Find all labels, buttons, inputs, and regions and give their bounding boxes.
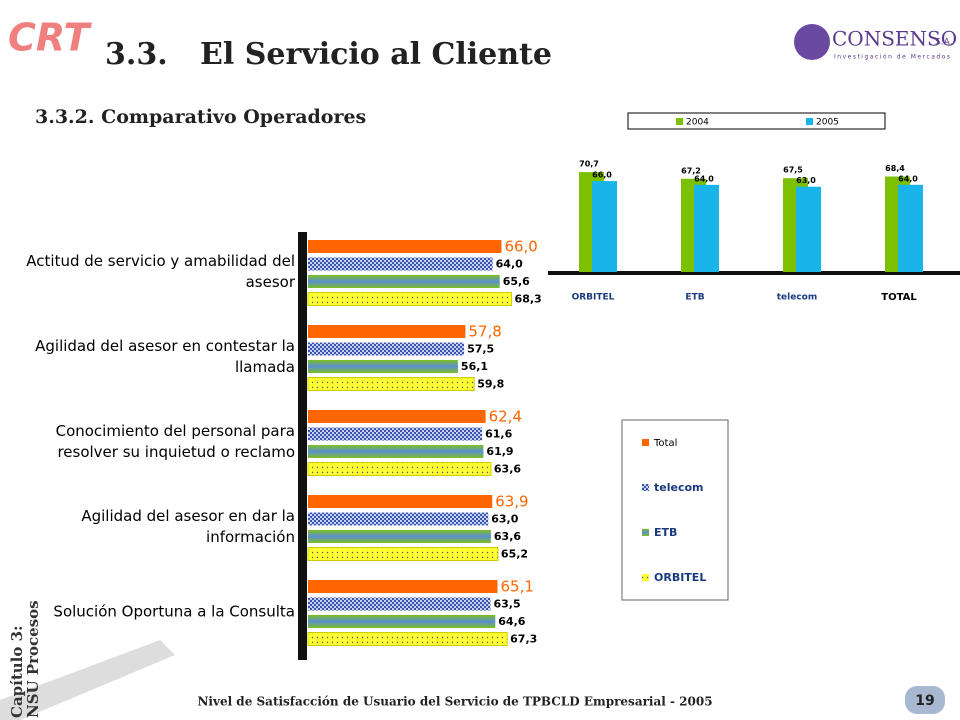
bar [308,580,498,593]
x-tick-label: TOTAL [881,292,917,303]
baseline [548,271,960,275]
section-number: 3.3. [105,37,168,72]
y-tick-label: Solución Oportuna a la Consulta [53,602,295,621]
value-label: 63,0 [796,176,816,185]
bar [308,445,484,458]
value-label: 67,3 [510,633,537,646]
value-label: 66,0 [592,171,612,180]
value-label: 64,0 [496,258,523,271]
legend-label: 2005 [816,118,839,128]
value-label: 67,5 [783,166,803,175]
value-label: 67,2 [681,166,701,175]
y-tick-label: Conocimiento del personal para resolver … [55,422,295,461]
value-label: 57,5 [467,343,494,356]
legend-swatch [676,118,683,125]
bar [308,410,486,423]
bar [308,360,458,373]
value-label: 57,8 [468,323,501,341]
legend-label: 2004 [686,118,709,128]
bar [307,547,499,561]
legend-swatch [642,574,649,581]
brand-tagline: Investigación de Mercados [834,54,951,61]
bar [694,184,719,272]
y-tick-label: Actitud de servicio y amabilidad del ase… [26,252,295,291]
legend-label: ORBITEL [654,571,706,584]
bar [308,342,465,356]
value-label: 63,5 [493,598,520,611]
bar [592,181,617,272]
legend-swatch [642,439,649,446]
value-label: 62,4 [489,408,522,426]
legend-label: Total [653,438,677,449]
bar [308,240,502,253]
bar [308,275,500,288]
value-label: 70,7 [579,160,599,169]
subtitle: 3.3.2. Comparativo Operadores [35,106,366,128]
brand-icon [794,24,830,60]
value-label: 63,9 [495,493,528,511]
brand: CONSENSO [832,27,957,51]
bar [796,186,821,272]
section-title: El Servicio al Cliente [200,37,552,72]
value-label: 66,0 [504,238,537,256]
value-label: 63,6 [494,463,521,476]
brand-suffix: S.A. [935,38,952,48]
value-label: 65,6 [503,275,530,288]
value-label: 64,0 [898,174,918,183]
bar [308,530,491,543]
bar [307,632,508,646]
legend-swatch [806,118,813,125]
decor [0,640,175,720]
bar [307,377,475,391]
bar [308,325,466,338]
bar [308,597,491,611]
value-label: 65,2 [501,548,528,561]
bar [308,257,493,271]
bar [898,184,923,272]
value-label: 63,6 [494,530,521,543]
y-tick-label: Agilidad del asesor en contestar la llam… [35,337,295,376]
value-label: 65,1 [500,578,533,596]
value-label: 64,6 [498,615,525,628]
bar [308,615,496,628]
value-label: 63,0 [491,513,518,526]
sidebar-line1: Capítulo 3: [8,625,26,718]
legend-box [627,112,886,130]
x-tick-label: ETB [685,293,704,303]
axis [298,232,307,660]
value-label: 59,8 [477,378,504,391]
bar [308,495,493,508]
value-label: 68,3 [515,293,542,306]
page-badge [905,686,945,714]
value-label: 64,0 [694,174,714,183]
value-label: 61,9 [486,445,513,458]
value-label: 56,1 [461,360,488,373]
bar [307,292,513,306]
footer: Nivel de Satisfacción de Usuario del Ser… [197,695,712,709]
legend-swatch [642,484,649,491]
legend-label: ETB [654,526,677,539]
legend-label: telecom [654,481,704,494]
y-tick-label: Agilidad del asesor en dar la informació… [81,507,295,546]
page-number: 19 [915,693,934,709]
value-label: 68,4 [885,164,905,173]
bar [307,462,492,476]
legend-box [621,419,729,601]
bar [308,427,483,441]
legend-swatch [642,529,649,536]
logo: CRT [8,16,92,60]
sidebar-line2: NSU Procesos [24,600,42,718]
x-tick-label: telecom [777,293,818,303]
x-tick-label: ORBITEL [572,293,615,303]
bar [308,512,489,526]
value-label: 61,6 [485,428,512,441]
